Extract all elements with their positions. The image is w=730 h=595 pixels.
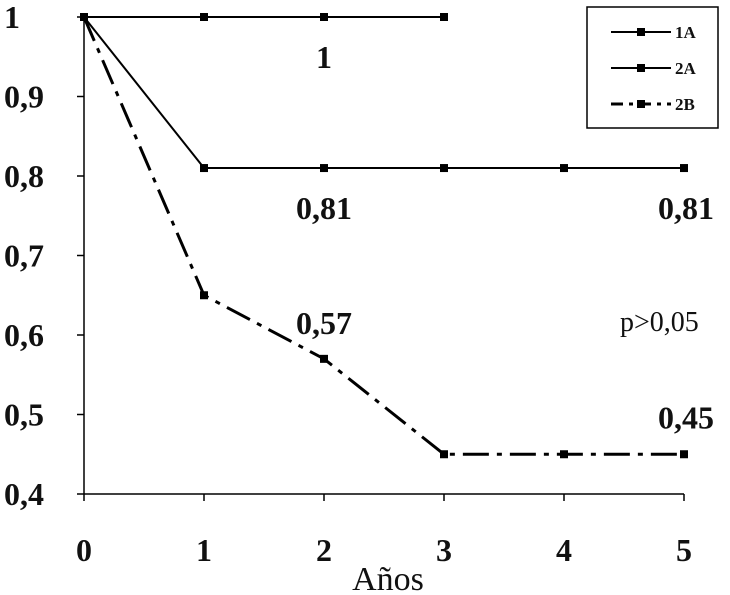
- x-tick-group: 0 1 2 3 4 5: [76, 494, 692, 568]
- legend-label: 1A: [675, 23, 697, 42]
- legend-label: 2B: [675, 95, 695, 114]
- series-point: [200, 13, 208, 21]
- series-2B: [80, 13, 688, 459]
- y-tick-group: 0,4 0,5 0,6 0,7 0,8 0,9 1: [4, 0, 84, 512]
- legend-marker: [637, 28, 645, 36]
- data-label: 0,81: [658, 190, 714, 226]
- data-label: 0,57: [296, 305, 352, 341]
- y-tick-label: 0,6: [4, 317, 44, 353]
- series-point: [320, 13, 328, 21]
- series-layer: [80, 13, 688, 459]
- series-point: [440, 450, 448, 459]
- x-tick-label: 2: [316, 532, 332, 568]
- y-tick-label: 0,8: [4, 158, 44, 194]
- y-tick-label: 0,7: [4, 238, 44, 274]
- x-tick-label: 0: [76, 532, 92, 568]
- legend-label: 2A: [675, 59, 697, 78]
- y-tick-label: 0,4: [4, 476, 44, 512]
- series-1A: [80, 13, 448, 21]
- series-point: [440, 13, 448, 21]
- y-tick-label: 0,9: [4, 79, 44, 115]
- series-point: [320, 164, 328, 173]
- y-tick-label: 0,5: [4, 397, 44, 433]
- legend-marker: [637, 64, 645, 72]
- series-point: [680, 450, 688, 459]
- series-point: [560, 164, 568, 173]
- series-point: [680, 164, 688, 173]
- x-tick-label: 4: [556, 532, 572, 568]
- data-label: 0,45: [658, 399, 714, 435]
- data-label: 1: [316, 39, 332, 75]
- p-value-annotation: p>0,05: [620, 307, 699, 338]
- series-point: [560, 450, 568, 459]
- y-tick-label: 1: [4, 0, 20, 35]
- x-tick-label: 5: [676, 532, 692, 568]
- data-label-layer: 1 0,81 0,81 0,57 0,45: [296, 39, 714, 435]
- series-point: [440, 164, 448, 173]
- series-line: [83, 16, 684, 170]
- series-point: [320, 354, 328, 363]
- x-axis-title: Años: [352, 561, 424, 595]
- data-label: 0,81: [296, 190, 352, 226]
- legend: 1A 2A 2B: [586, 6, 719, 129]
- series-point: [80, 13, 88, 21]
- series-point: [200, 291, 208, 300]
- series-line: [82, 16, 684, 456]
- x-tick-label: 3: [436, 532, 452, 568]
- legend-marker: [637, 100, 645, 108]
- series-point: [200, 164, 208, 173]
- x-tick-label: 1: [196, 532, 212, 568]
